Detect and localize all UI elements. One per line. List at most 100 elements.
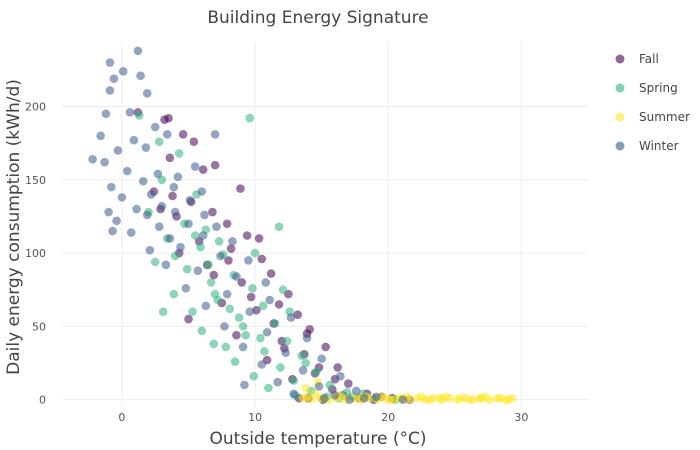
data-point xyxy=(201,301,211,311)
data-point xyxy=(289,376,299,385)
data-point xyxy=(232,330,241,340)
x-tick-label: 10 xyxy=(248,411,262,424)
data-point xyxy=(197,187,207,196)
legend-marker xyxy=(615,54,625,64)
data-point xyxy=(276,363,285,372)
data-point xyxy=(242,231,252,240)
data-point xyxy=(238,322,248,331)
data-point xyxy=(125,108,135,117)
data-point xyxy=(455,393,465,403)
data-point xyxy=(286,313,296,322)
data-point xyxy=(441,392,450,402)
data-point xyxy=(281,348,291,358)
data-point xyxy=(293,310,303,319)
data-point xyxy=(101,109,111,119)
data-point xyxy=(145,245,155,255)
data-point xyxy=(113,146,123,155)
data-point xyxy=(157,201,167,211)
data-point xyxy=(317,354,326,363)
data-point xyxy=(244,256,253,265)
data-point xyxy=(112,216,121,226)
data-point xyxy=(214,237,224,246)
data-point xyxy=(181,283,191,293)
data-point xyxy=(398,395,408,404)
data-point xyxy=(198,231,208,240)
data-point xyxy=(160,115,169,124)
data-point xyxy=(248,283,257,293)
data-point xyxy=(198,165,208,174)
data-point xyxy=(209,270,219,280)
data-point xyxy=(351,386,361,396)
data-point xyxy=(274,300,284,309)
data-point xyxy=(197,326,207,336)
data-point xyxy=(209,339,219,349)
data-point xyxy=(236,184,245,193)
legend-item-winter[interactable]: Winter xyxy=(615,139,679,153)
data-point xyxy=(154,137,164,146)
data-point xyxy=(132,204,141,214)
data-point xyxy=(274,222,284,231)
data-point xyxy=(425,395,434,404)
data-point xyxy=(108,226,117,236)
data-point xyxy=(417,392,426,402)
legend: Fall Spring Summer Winter xyxy=(615,52,690,153)
x-tick-label: 0 xyxy=(118,411,125,424)
data-point xyxy=(222,219,232,229)
legend-label: Winter xyxy=(639,139,679,153)
data-point xyxy=(142,210,152,220)
data-point xyxy=(178,130,188,139)
data-point xyxy=(221,342,231,352)
data-point xyxy=(170,207,180,217)
legend-marker xyxy=(615,83,625,93)
data-point xyxy=(168,191,177,201)
data-point xyxy=(136,71,145,81)
data-point xyxy=(330,390,340,400)
data-point xyxy=(165,153,175,163)
legend-item-summer[interactable]: Summer xyxy=(615,110,690,124)
data-point xyxy=(298,366,308,375)
legend-label: Summer xyxy=(639,110,690,124)
data-point xyxy=(204,260,213,270)
data-point xyxy=(240,380,249,390)
data-point xyxy=(228,237,237,246)
data-point xyxy=(176,242,185,252)
legend-item-spring[interactable]: Spring xyxy=(615,81,678,95)
data-point xyxy=(289,389,299,399)
data-point xyxy=(118,67,128,76)
data-point xyxy=(238,342,248,352)
legend-label: Fall xyxy=(639,52,659,66)
data-point xyxy=(153,169,163,179)
legend-marker xyxy=(615,112,625,122)
data-point xyxy=(302,392,312,402)
data-point xyxy=(225,304,235,314)
data-point xyxy=(165,234,175,243)
data-point xyxy=(208,207,217,217)
data-point xyxy=(258,301,268,311)
data-point xyxy=(200,210,209,220)
data-point xyxy=(265,295,275,305)
legend-item-fall[interactable]: Fall xyxy=(615,52,659,66)
data-point xyxy=(245,307,255,317)
y-axis-ticks: 0 50 100 150 200 xyxy=(25,100,46,406)
data-points xyxy=(88,46,517,404)
data-point xyxy=(105,86,115,95)
data-point xyxy=(321,342,330,352)
data-point xyxy=(150,122,160,132)
data-point xyxy=(254,234,264,243)
y-tick-label: 200 xyxy=(25,100,46,113)
data-point xyxy=(301,358,310,368)
data-point xyxy=(174,149,184,158)
data-point xyxy=(104,207,113,217)
data-point xyxy=(138,176,148,186)
data-point xyxy=(257,360,267,369)
data-point xyxy=(190,231,200,240)
data-point xyxy=(154,222,164,231)
data-point xyxy=(162,130,172,139)
data-point xyxy=(297,351,306,360)
data-point xyxy=(189,137,199,146)
data-point xyxy=(184,314,193,324)
data-point xyxy=(278,285,288,295)
data-point xyxy=(222,289,232,299)
data-point xyxy=(106,182,116,192)
